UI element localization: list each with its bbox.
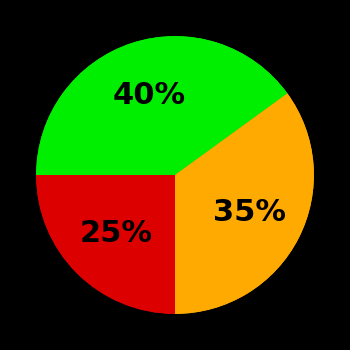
Wedge shape <box>36 175 175 314</box>
Wedge shape <box>175 93 314 314</box>
Wedge shape <box>36 175 175 314</box>
Wedge shape <box>36 36 287 175</box>
Wedge shape <box>175 93 314 314</box>
Wedge shape <box>36 36 287 175</box>
Text: 40%: 40% <box>113 81 186 110</box>
Text: 25%: 25% <box>79 219 153 248</box>
Text: 35%: 35% <box>213 198 286 228</box>
